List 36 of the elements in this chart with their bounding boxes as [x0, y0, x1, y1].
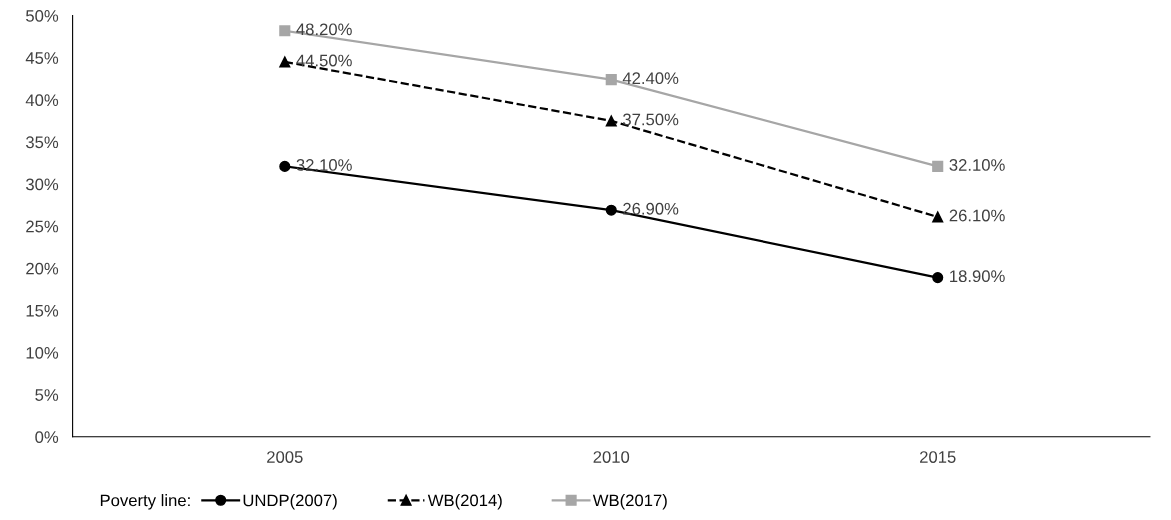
data-label: 42.40%: [622, 72, 679, 85]
legend-label: UNDP(2007): [243, 494, 337, 510]
point: [605, 74, 617, 86]
y-tick-label: 30%: [25, 178, 59, 191]
y-tick-label: 40%: [25, 94, 59, 107]
y-tick-label: 50%: [26, 10, 59, 22]
x-tick-label: 2015: [920, 451, 956, 463]
point: [279, 25, 291, 37]
y-tick-label: 25%: [26, 220, 59, 233]
point: [932, 211, 944, 223]
y-tick-label: 35%: [25, 136, 59, 149]
point: [605, 115, 617, 127]
y-tick-label: 45%: [25, 52, 59, 64]
data-label: 32.10%: [296, 159, 352, 171]
point: [279, 160, 291, 172]
y-tick-label: 5%: [35, 389, 59, 401]
data-label: 26.10%: [949, 209, 1005, 222]
data-label: 18.90%: [950, 270, 1005, 283]
data-label: 44.50%: [296, 54, 352, 67]
data-label: 26.90%: [623, 202, 679, 215]
y-tick-label: 10%: [26, 346, 59, 359]
legend-title: Poverty line:: [100, 494, 190, 510]
data-label: 48.20%: [296, 23, 352, 36]
data-label: 32.10%: [949, 159, 1005, 171]
x-tick-label: 2010: [593, 451, 630, 463]
y-tick-label: 15%: [26, 304, 59, 317]
point: [932, 160, 944, 172]
y-tick-label: 20%: [26, 262, 59, 275]
legend-label: WB(2014): [427, 494, 502, 510]
point: [932, 272, 944, 284]
point: [279, 56, 291, 68]
legend-label: WB(2017): [592, 494, 667, 510]
data-label: 37.50%: [623, 113, 679, 126]
y-tick-label: 0%: [35, 431, 59, 443]
point: [605, 204, 617, 216]
x-tick-label: 2005: [267, 451, 303, 463]
